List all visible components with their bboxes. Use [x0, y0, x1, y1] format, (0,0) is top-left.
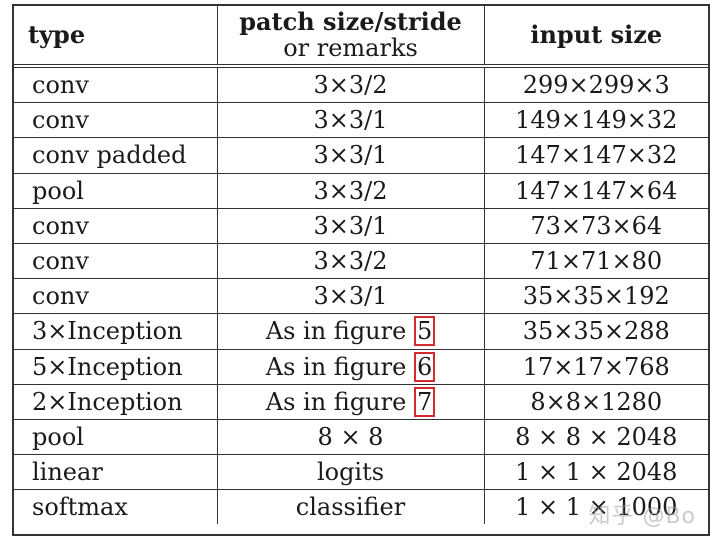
cell-input: 1 × 1 × 2048: [483, 454, 708, 491]
table-row: 5×Inception As in figure 6 17×17×768: [14, 349, 708, 385]
header-row: type patch size/stride or remarks input …: [14, 6, 708, 68]
table-row: pool 3×3/2 147×147×64: [14, 173, 708, 209]
cell-type: 3×Inception: [14, 313, 218, 350]
cell-patch: 3×3/1: [216, 208, 485, 244]
cell-type: pool: [14, 419, 218, 456]
table-row: softmax classifier 1 × 1 × 1000: [14, 489, 708, 525]
cell-patch-text: As in figure: [265, 387, 414, 416]
cell-input: 35×35×192: [483, 278, 708, 315]
cell-input: 8 × 8 × 2048: [483, 419, 708, 456]
cell-type: conv: [14, 66, 218, 104]
cell-patch: 3×3/1: [216, 102, 485, 139]
table-row: conv 3×3/1 73×73×64: [14, 208, 708, 244]
cell-type: conv padded: [14, 137, 218, 174]
table-row: conv padded 3×3/1 147×147×32: [14, 137, 708, 174]
cell-patch: As in figure 6: [216, 349, 485, 385]
cell-patch: 3×3/2: [216, 173, 485, 209]
cell-input: 71×71×80: [483, 243, 708, 280]
table-row: 3×Inception As in figure 5 35×35×288: [14, 313, 708, 350]
cell-input: 17×17×768: [483, 349, 708, 385]
cell-type: 5×Inception: [14, 349, 218, 385]
header-patch: patch size/stride or remarks: [216, 6, 485, 68]
cell-patch: 8 × 8: [216, 419, 485, 456]
cell-patch: classifier: [216, 489, 485, 525]
table-row: conv 3×3/1 35×35×192: [14, 278, 708, 315]
cell-input: 299×299×3: [483, 66, 708, 104]
cell-type: conv: [14, 243, 218, 280]
cell-patch: logits: [216, 454, 485, 491]
architecture-table-frame: type patch size/stride or remarks input …: [12, 4, 710, 536]
header-patch-line2: or remarks: [283, 34, 418, 62]
cell-patch: 3×3/1: [216, 137, 485, 174]
cell-patch-text: As in figure: [265, 352, 414, 381]
cell-type: pool: [14, 173, 218, 209]
cell-type: softmax: [14, 489, 218, 525]
figure-ref-highlight: 5: [413, 316, 436, 347]
cell-type: conv: [14, 208, 218, 244]
cell-input: 1 × 1 × 1000: [483, 489, 708, 525]
cell-input: 147×147×32: [483, 137, 708, 174]
header-type: type: [14, 6, 218, 68]
cell-patch: 3×3/2: [216, 243, 485, 280]
table-row: conv 3×3/2 71×71×80: [14, 243, 708, 280]
cell-input: 73×73×64: [483, 208, 708, 244]
architecture-table: type patch size/stride or remarks input …: [14, 6, 708, 525]
header-input: input size: [483, 6, 708, 68]
table-row: 2×Inception As in figure 7 8×8×1280: [14, 384, 708, 420]
cell-input: 147×147×64: [483, 173, 708, 209]
cell-type: conv: [14, 102, 218, 139]
figure-ref-highlight: 7: [413, 386, 436, 417]
cell-input: 35×35×288: [483, 313, 708, 350]
cell-patch: As in figure 7: [216, 384, 485, 420]
figure-ref-highlight: 6: [413, 351, 436, 382]
cell-type: 2×Inception: [14, 384, 218, 420]
watermark: 知乎 @Bo: [588, 504, 696, 529]
table-row: linear logits 1 × 1 × 2048: [14, 454, 708, 491]
cell-type: conv: [14, 278, 218, 315]
cell-patch: 3×3/1: [216, 278, 485, 315]
cell-input: 8×8×1280: [483, 384, 708, 420]
table-row: conv 3×3/1 149×149×32: [14, 102, 708, 139]
cell-type: linear: [14, 454, 218, 491]
cell-patch: 3×3/2: [216, 66, 485, 104]
cell-patch-text: As in figure: [265, 317, 414, 346]
header-patch-line1: patch size/stride: [239, 7, 462, 36]
table-row: conv 3×3/2 299×299×3: [14, 66, 708, 104]
cell-input: 149×149×32: [483, 102, 708, 139]
cell-patch: As in figure 5: [216, 313, 485, 350]
table-row: pool 8 × 8 8 × 8 × 2048: [14, 419, 708, 456]
